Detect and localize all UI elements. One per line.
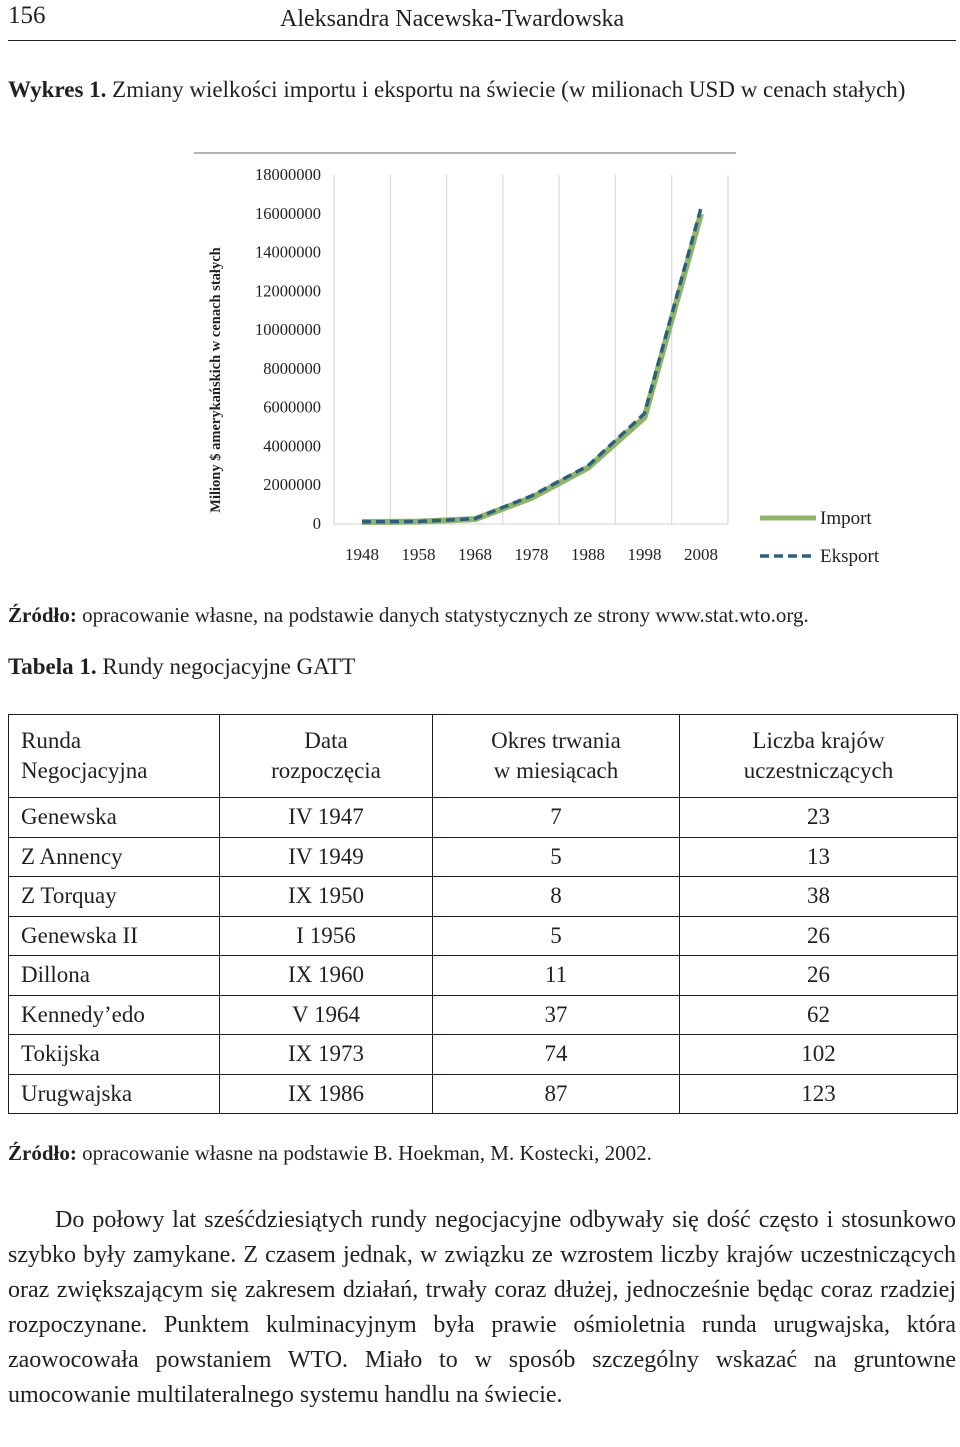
page-number: 156 <box>8 2 46 29</box>
cell-round: Kennedy’edo <box>8 994 220 1035</box>
cell-start-date: IX 1986 <box>219 1073 433 1114</box>
x-tick-label: 2008 <box>684 545 718 564</box>
gatt-rounds-table: Runda Negocjacyjna Data rozpoczęcia Okres … <box>8 714 958 1114</box>
table-header-row: Runda Negocjacyjna Data rozpoczęcia Okres … <box>8 714 958 798</box>
legend-label-eksport: Eksport <box>820 546 880 567</box>
y-tick-label: 6000000 <box>263 398 321 417</box>
table-row: Z Annency IV 1949 5 13 <box>8 836 958 877</box>
header-round: Runda Negocjacyjna <box>8 714 220 798</box>
y-tick-label: 14000000 <box>255 243 321 262</box>
header-countries: Liczba krajów uczestniczących <box>679 714 958 798</box>
cell-countries: 23 <box>679 797 958 838</box>
cell-duration: 87 <box>432 1073 680 1114</box>
cell-round: Z Annency <box>8 836 220 877</box>
cell-duration: 5 <box>432 915 680 956</box>
cell-duration: 7 <box>432 797 680 838</box>
y-tick-label: 18000000 <box>255 165 321 184</box>
y-axis-label: Miliony $ amerykańskich w cenach stałych <box>208 247 224 512</box>
x-tick-label: 1978 <box>515 545 549 564</box>
cell-countries: 62 <box>679 994 958 1035</box>
cell-duration: 8 <box>432 876 680 917</box>
cell-countries: 102 <box>679 1034 958 1075</box>
cell-start-date: I 1956 <box>219 915 433 956</box>
cell-start-date: IX 1960 <box>219 955 433 996</box>
cell-duration: 11 <box>432 955 680 996</box>
cell-countries: 38 <box>679 876 958 917</box>
table-source-text: opracowanie własne na podstawie B. Hoekm… <box>82 1141 652 1165</box>
cell-countries: 123 <box>679 1073 958 1114</box>
cell-start-date: V 1964 <box>219 994 433 1035</box>
cell-round: Genewska <box>8 797 220 838</box>
table-row: Dillona IX 1960 11 26 <box>8 955 958 996</box>
cell-round: Genewska II <box>8 915 220 956</box>
y-tick-label: 16000000 <box>255 204 321 223</box>
cell-countries: 26 <box>679 955 958 996</box>
table-source-label: Źródło: <box>8 1141 77 1165</box>
series-line-import <box>361 212 704 526</box>
figure-source-label: Źródło: <box>8 603 77 627</box>
table-caption: Tabela 1. Rundy negocjacyjne GATT <box>8 654 355 680</box>
cell-start-date: IV 1949 <box>219 836 433 877</box>
legend-label-import: Import <box>820 508 872 529</box>
chart-svg: 0 2000000 4000000 6000000 8000000 10000000 120… <box>194 152 880 567</box>
y-tick-label: 10000000 <box>255 320 321 339</box>
y-tick-label: 0 <box>313 514 321 533</box>
cell-start-date: IX 1950 <box>219 876 433 917</box>
page-header: 156 Aleksandra Nacewska-Twardowska <box>8 0 956 41</box>
cell-round: Urugwajska <box>8 1073 220 1114</box>
table-row: Genewska IV 1947 7 23 <box>8 797 958 838</box>
table-label: Tabela 1. <box>8 654 97 679</box>
running-author: Aleksandra Nacewska-Twardowska <box>280 6 625 32</box>
y-tick-label: 8000000 <box>263 359 321 378</box>
figure-caption-text: Zmiany wielkości importu i eksportu na ś… <box>112 77 906 102</box>
cell-start-date: IV 1947 <box>219 797 433 838</box>
table-row: Genewska II I 1956 5 26 <box>8 915 958 956</box>
figure-source-text: opracowanie własne, na podstawie danych … <box>82 603 809 627</box>
series-line-eksport <box>361 207 703 524</box>
y-tick-label: 4000000 <box>263 436 321 455</box>
figure-source: Źródło: opracowanie własne, na podstawie… <box>8 603 809 628</box>
cell-duration: 5 <box>432 836 680 877</box>
cell-start-date: IX 1973 <box>219 1034 433 1075</box>
cell-round: Tokijska <box>8 1034 220 1075</box>
x-tick-label: 1968 <box>458 545 492 564</box>
table-row: Tokijska IX 1973 74 102 <box>8 1034 958 1075</box>
cell-countries: 13 <box>679 836 958 877</box>
table-row: Z Torquay IX 1950 8 38 <box>8 876 958 917</box>
x-tick-label: 1958 <box>402 545 436 564</box>
x-tick-label: 1948 <box>345 545 379 564</box>
table-caption-text: Rundy negocjacyjne GATT <box>102 654 356 679</box>
x-tick-label: 1998 <box>628 545 662 564</box>
cell-round: Dillona <box>8 955 220 996</box>
body-paragraph: Do połowy lat sześćdziesiątych rundy neg… <box>8 1207 956 1408</box>
cell-round: Z Torquay <box>8 876 220 917</box>
y-tick-label: 2000000 <box>263 475 321 494</box>
cell-duration: 37 <box>432 994 680 1035</box>
x-tick-label: 1988 <box>571 545 605 564</box>
cell-duration: 74 <box>432 1034 680 1075</box>
y-tick-label: 12000000 <box>255 281 321 300</box>
figure-label: Wykres 1. <box>8 77 107 102</box>
table-row: Kennedy’edo V 1964 37 62 <box>8 994 958 1035</box>
header-duration: Okres trwania w miesiącach <box>432 714 680 798</box>
cell-countries: 26 <box>679 915 958 956</box>
line-chart: 0 2000000 4000000 6000000 8000000 10000000 120… <box>190 148 920 578</box>
figure-caption: Wykres 1. Zmiany wielkości importu i eks… <box>8 72 956 108</box>
table-row: Urugwajska IX 1986 87 123 <box>8 1073 958 1114</box>
header-start-date: Data rozpoczęcia <box>219 714 433 798</box>
table-source: Źródło: opracowanie własne na podstawie … <box>8 1141 652 1166</box>
